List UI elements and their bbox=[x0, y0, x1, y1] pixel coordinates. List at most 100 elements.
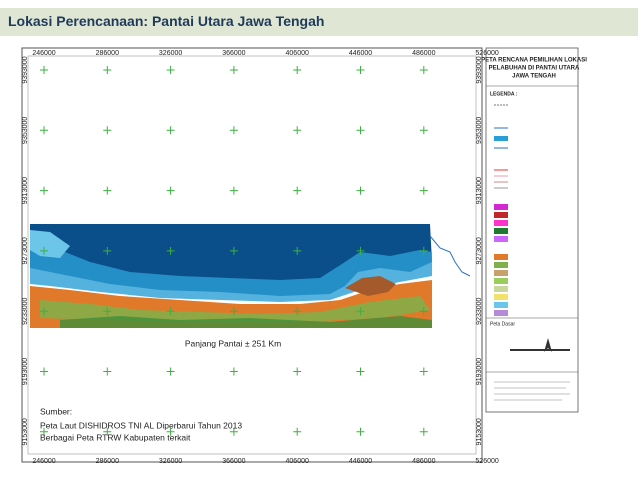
grid-cross bbox=[419, 427, 428, 436]
legend-swatch bbox=[494, 220, 508, 226]
x-coord-label: 326000 bbox=[159, 50, 182, 57]
land-forest bbox=[60, 316, 432, 328]
legend-note-lines bbox=[494, 381, 570, 401]
grid-cross bbox=[419, 66, 428, 74]
x-coord-label: 486000 bbox=[412, 50, 435, 57]
grid-cross bbox=[103, 66, 112, 74]
legend-swatches bbox=[494, 104, 570, 352]
grid-cross bbox=[293, 307, 302, 316]
grid-cross bbox=[103, 367, 112, 376]
grid-cross bbox=[419, 367, 428, 376]
y-coord-label: 9393000 bbox=[476, 56, 483, 83]
grid-cross bbox=[293, 186, 302, 195]
grid-cross bbox=[103, 307, 112, 316]
x-coord-label: 246000 bbox=[32, 50, 55, 57]
y-coord-label: 9153000 bbox=[22, 418, 29, 445]
grid-cross bbox=[166, 367, 175, 376]
grid-cross bbox=[356, 186, 365, 195]
legend-heading: LEGENDA : bbox=[490, 91, 518, 97]
source-line: Peta Laut DISHIDROS TNI AL Diperbarui Ta… bbox=[40, 420, 242, 430]
coastline-east bbox=[429, 235, 471, 277]
grid-cross bbox=[229, 126, 238, 135]
grid-cross bbox=[356, 307, 365, 316]
title-bar: Lokasi Perencanaan: Pantai Utara Jawa Te… bbox=[0, 8, 638, 36]
grid-cross bbox=[40, 307, 48, 316]
legend-swatch bbox=[494, 310, 508, 316]
legend-swatch bbox=[494, 228, 508, 234]
legend-title: PETA RENCANA PEMILIHAN LOKASI bbox=[481, 58, 587, 64]
grid-cross bbox=[419, 186, 428, 195]
grid-cross bbox=[166, 427, 175, 436]
grid-cross bbox=[419, 307, 428, 316]
grid-cross bbox=[40, 186, 48, 195]
grid-cross bbox=[40, 126, 48, 135]
sea-shallow bbox=[30, 240, 432, 302]
grid-cross bbox=[293, 126, 302, 135]
y-coord-label: 9353000 bbox=[22, 117, 29, 144]
grid-cross bbox=[356, 367, 365, 376]
grid-cross bbox=[166, 307, 175, 316]
grid-cross bbox=[229, 367, 238, 376]
source-line: Berbagai Peta RTRW Kabupaten terkait bbox=[40, 432, 191, 442]
inset-label: Peta Dasar bbox=[490, 321, 515, 327]
grid-cross bbox=[293, 66, 302, 74]
grid-cross bbox=[356, 66, 365, 74]
grid-cross bbox=[356, 246, 365, 255]
grid-cross bbox=[419, 246, 428, 255]
grid-cross bbox=[40, 367, 48, 376]
land-agriculture bbox=[40, 296, 430, 322]
legend-swatch bbox=[494, 136, 508, 141]
y-coord-label: 9233000 bbox=[476, 297, 483, 324]
grid-cross bbox=[419, 126, 428, 135]
x-coord-label: 406000 bbox=[286, 458, 309, 465]
grid-cross bbox=[166, 246, 175, 255]
slide-title: Lokasi Perencanaan: Pantai Utara Jawa Te… bbox=[8, 13, 325, 29]
grid-cross bbox=[40, 66, 48, 74]
legend-swatch bbox=[494, 262, 508, 268]
grid-cross bbox=[229, 66, 238, 74]
x-coord-label: 446000 bbox=[349, 458, 372, 465]
source-heading: Sumber: bbox=[40, 406, 72, 416]
grid-cross bbox=[103, 186, 112, 195]
grid-cross bbox=[229, 246, 238, 255]
x-coord-label: 366000 bbox=[222, 50, 245, 57]
legend-swatch bbox=[494, 302, 508, 308]
x-coord-label: 486000 bbox=[412, 458, 435, 465]
legend-swatch bbox=[494, 286, 508, 292]
annotation: Panjang Pantai ± 251 Km bbox=[185, 338, 281, 348]
x-coord-label: 526000 bbox=[475, 458, 498, 465]
x-coord-label: 406000 bbox=[286, 50, 309, 57]
legend-title: JAWA TENGAH bbox=[512, 74, 556, 80]
muria-highland bbox=[345, 276, 396, 296]
grid-cross bbox=[293, 427, 302, 436]
grid-cross bbox=[166, 66, 175, 74]
y-coord-label: 9313000 bbox=[22, 177, 29, 204]
grid-cross bbox=[356, 427, 365, 436]
y-coord-label: 9353000 bbox=[476, 117, 483, 144]
grid-cross bbox=[229, 307, 238, 316]
x-coord-label: 246000 bbox=[32, 458, 55, 465]
grid-cross bbox=[103, 427, 112, 436]
grid-cross bbox=[166, 126, 175, 135]
grid-cross bbox=[40, 246, 48, 255]
legend-swatch bbox=[494, 204, 508, 210]
grid-cross bbox=[356, 126, 365, 135]
grid-cross bbox=[40, 427, 48, 436]
legend-swatch bbox=[494, 270, 508, 276]
x-coord-label: 446000 bbox=[349, 50, 372, 57]
legend-swatch bbox=[494, 236, 508, 242]
y-coord-label: 9313000 bbox=[476, 177, 483, 204]
grid-cross bbox=[293, 246, 302, 255]
y-coord-label: 9153000 bbox=[476, 418, 483, 445]
legend-swatch bbox=[494, 294, 508, 300]
x-coord-label: 526000 bbox=[475, 50, 498, 57]
grid-cross bbox=[293, 367, 302, 376]
legend-swatch bbox=[494, 212, 508, 218]
x-coord-label: 286000 bbox=[96, 458, 119, 465]
grid-cross bbox=[103, 126, 112, 135]
x-coord-label: 286000 bbox=[96, 50, 119, 57]
legend-swatch bbox=[494, 254, 508, 260]
map-inner-frame bbox=[27, 55, 477, 455]
grid-cross bbox=[229, 186, 238, 195]
